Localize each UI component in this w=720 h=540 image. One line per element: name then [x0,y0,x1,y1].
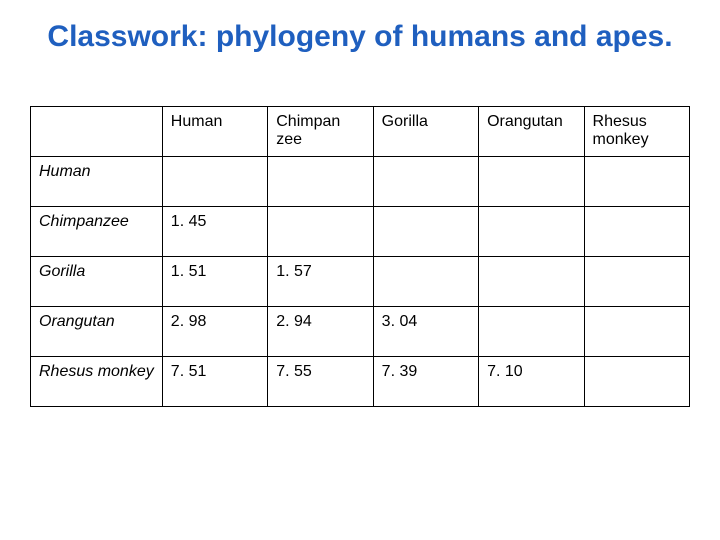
cell [373,256,478,306]
cell: 1. 45 [162,206,267,256]
cell [584,156,689,206]
distance-table: Human Chimpan zee Gorilla Orangutan Rhes… [30,106,690,407]
col-header: Human [162,106,267,156]
col-header: Gorilla [373,106,478,156]
cell [373,206,478,256]
row-header: Human [31,156,163,206]
row-header: Orangutan [31,306,163,356]
row-header: Gorilla [31,256,163,306]
row-header: Rhesus monkey [31,356,163,406]
table-row: Gorilla 1. 51 1. 57 [31,256,690,306]
row-header: Chimpanzee [31,206,163,256]
cell [584,206,689,256]
table-row: Chimpanzee 1. 45 [31,206,690,256]
cell [479,256,584,306]
cell [479,156,584,206]
col-header: Rhesus monkey [584,106,689,156]
cell [268,206,373,256]
table-row: Human [31,156,690,206]
col-header: Orangutan [479,106,584,156]
cell: 7. 10 [479,356,584,406]
table-header-row: Human Chimpan zee Gorilla Orangutan Rhes… [31,106,690,156]
cell [479,206,584,256]
cell [584,256,689,306]
cell: 2. 98 [162,306,267,356]
cell [479,306,584,356]
cell: 7. 39 [373,356,478,406]
cell: 2. 94 [268,306,373,356]
cell [584,356,689,406]
cell [584,306,689,356]
table-row: Rhesus monkey 7. 51 7. 55 7. 39 7. 10 [31,356,690,406]
cell: 7. 51 [162,356,267,406]
cell: 3. 04 [373,306,478,356]
cell: 1. 51 [162,256,267,306]
corner-cell [31,106,163,156]
cell [162,156,267,206]
cell [373,156,478,206]
page-title: Classwork: phylogeny of humans and apes. [30,18,690,56]
cell: 1. 57 [268,256,373,306]
cell [268,156,373,206]
table-row: Orangutan 2. 98 2. 94 3. 04 [31,306,690,356]
slide: Classwork: phylogeny of humans and apes.… [0,0,720,540]
cell: 7. 55 [268,356,373,406]
col-header: Chimpan zee [268,106,373,156]
